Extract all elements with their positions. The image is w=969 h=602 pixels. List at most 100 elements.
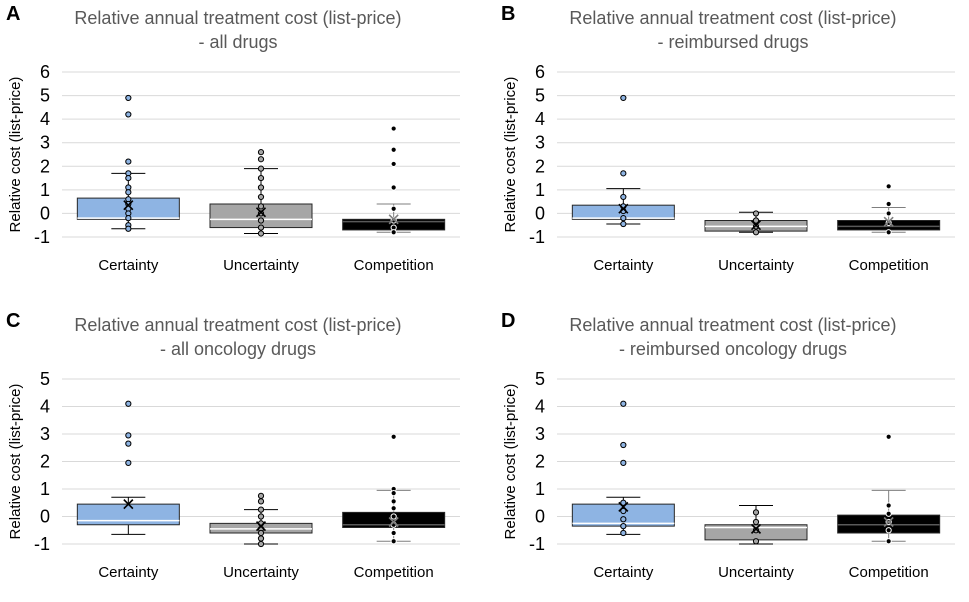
data-point [390,205,397,212]
data-point [752,527,760,534]
data-point [257,210,265,217]
mean-marker [123,499,134,510]
chart-panel-c: C Relative annual treatment cost (list-pr… [0,307,470,602]
y-axis-label: Relative cost (list-price) [7,384,24,540]
data-point [257,217,265,224]
chart-title-line1: Relative annual treatment cost (list-pri… [569,8,896,28]
box-competition [837,183,941,236]
x-category-label: Uncertainty [718,564,794,581]
panel-letter: A [6,3,20,25]
x-category-label: Competition [849,564,929,581]
data-point [125,94,132,102]
y-tick-label: 2 [40,452,50,472]
y-tick-label: 0 [535,203,545,223]
y-tick-label: 1 [40,180,50,200]
data-point [390,529,397,537]
y-tick-label: 2 [535,156,545,176]
data-point [257,529,265,537]
chart-b-svg: B Relative annual treatment cost (list-pr… [501,3,955,274]
data-point [257,193,265,201]
mean-marker [883,216,894,227]
data-point [390,498,397,505]
data-point [257,149,265,156]
y-axis-label: Relative cost (list-price) [7,77,24,233]
y-tick-label: 4 [535,397,545,417]
box-uncertainty [704,505,808,545]
data-point [125,158,132,165]
data-point [752,229,760,236]
chart-title-line1: Relative annual treatment cost (list-pri… [74,315,401,335]
y-tick-label: -1 [34,227,50,247]
data-point [257,184,265,191]
box-competition [342,125,446,236]
y-tick-label: 6 [40,62,50,82]
y-tick-label: 4 [40,397,50,417]
data-point [885,200,892,208]
data-point [257,203,265,210]
data-point [257,165,265,172]
data-point [257,156,265,163]
box-certainty [571,94,675,228]
data-point [620,94,627,102]
data-point [257,498,265,505]
chart-panel-d: D Relative annual treatment cost (list-pr… [495,307,965,602]
data-point [885,527,892,534]
mean-marker [255,207,267,218]
x-category-label: Competition [354,257,434,274]
data-point [125,400,132,407]
mean-marker [883,516,894,528]
data-point [390,538,397,545]
chart-title-line2: - reimbursed drugs [657,32,808,52]
data-point [390,184,397,191]
y-axis-label: Relative cost (list-price) [502,77,519,233]
mean-marker [388,214,399,225]
data-point [620,507,627,515]
data-point [125,225,132,232]
data-point [620,220,627,228]
chart-panel-b: B Relative annual treatment cost (list-pr… [495,0,965,295]
data-point [620,193,627,201]
data-point [885,433,892,440]
data-point [885,229,892,236]
x-category-label: Uncertainty [718,257,794,274]
chart-panel-a: A Relative annual treatment cost (list-pr… [0,0,470,295]
y-tick-label: 5 [40,86,50,106]
data-point [257,224,265,231]
mean-marker [750,523,762,534]
data-point [390,229,397,236]
data-point [257,174,265,182]
box-certainty [571,400,675,537]
x-category-label: Uncertainty [223,257,299,274]
x-category-label: Competition [354,564,434,581]
data-point [390,160,397,168]
y-tick-label: 4 [535,109,545,129]
data-point [620,170,627,177]
data-point [885,219,892,226]
y-tick-label: 0 [535,507,545,527]
chart-title-line2: - reimbursed oncology drugs [619,339,847,359]
box-uncertainty [704,210,808,236]
data-point [752,223,760,230]
y-tick-label: 5 [535,369,545,389]
data-point [620,459,627,466]
y-tick-label: 4 [40,109,50,129]
chart-title-line2: - all drugs [198,32,277,52]
data-point [257,535,265,542]
data-point [620,516,627,523]
y-axis-label: Relative cost (list-price) [502,384,519,540]
data-point [885,183,892,190]
data-point [620,499,627,506]
y-tick-label: -1 [34,534,50,554]
x-category-label: Certainty [593,257,654,274]
chart-title-line1: Relative annual treatment cost (list-pri… [569,315,896,335]
y-tick-label: 1 [40,479,50,499]
y-tick-label: 5 [535,86,545,106]
data-point [390,146,397,153]
y-tick-label: -1 [529,534,545,554]
data-point [620,441,627,449]
data-point [125,174,132,182]
x-category-label: Uncertainty [223,564,299,581]
y-tick-label: 2 [535,452,545,472]
mean-marker [255,521,267,532]
chart-title-line1: Relative annual treatment cost (list-pri… [74,8,401,28]
